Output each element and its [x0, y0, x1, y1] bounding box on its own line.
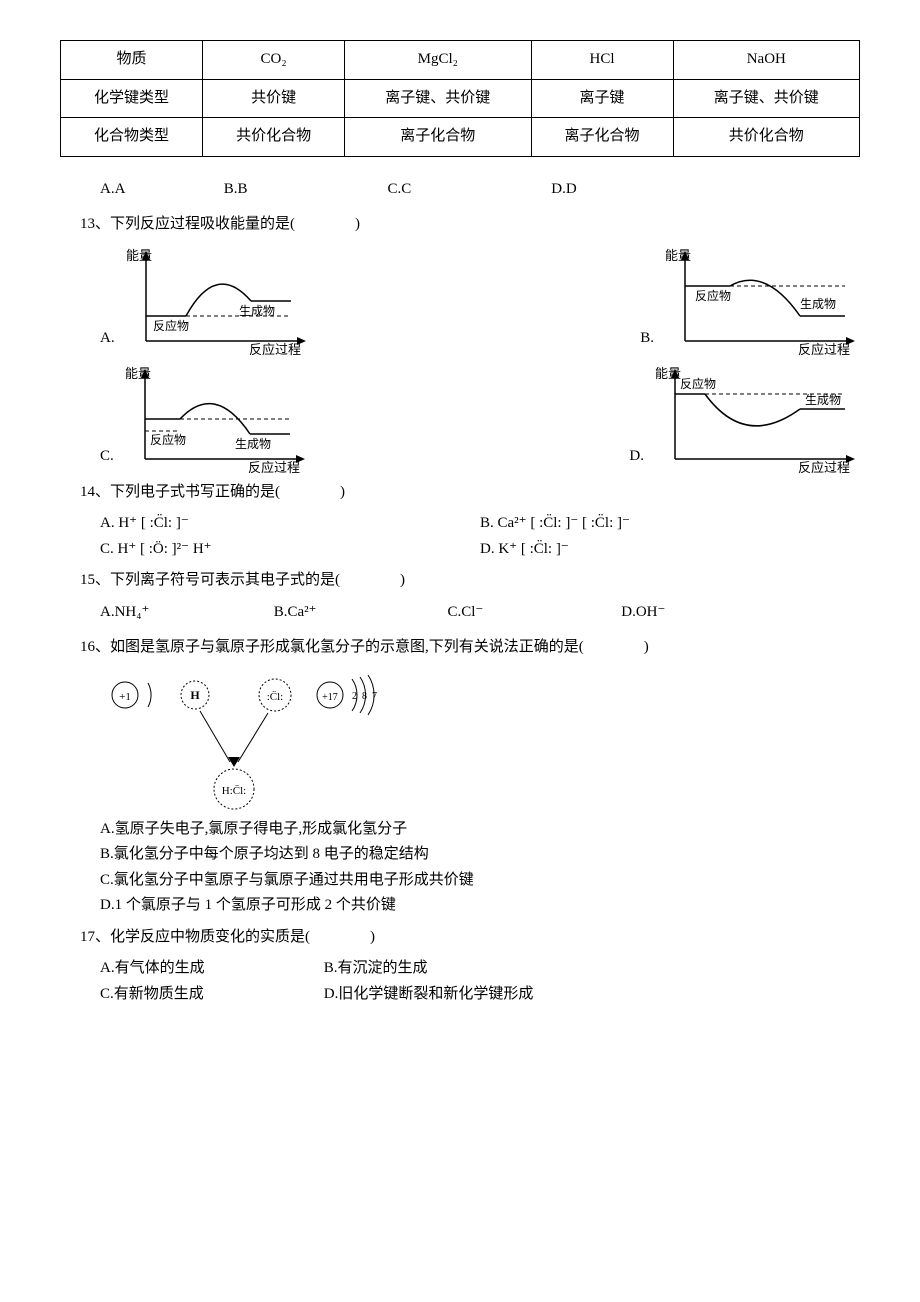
svg-text:H:C̈l:: H:C̈l: — [222, 784, 246, 796]
diagram-a: A. 能量 反应过程 反应物 生成物 — [100, 246, 311, 356]
table-cell: 离子键、共价键 — [345, 79, 531, 118]
diagram-c: C. 能量 反应过程 反应物 生成物 — [100, 364, 310, 474]
option-d: D.D — [551, 177, 576, 203]
option-a: A.A — [100, 177, 220, 203]
diagram-d: D. 能量 反应过程 反应物 生成物 — [629, 364, 860, 474]
table-row: 化合物类型 共价化合物 离子化合物 离子化合物 共价化合物 — [61, 118, 860, 157]
table-cell: 物质 — [61, 41, 203, 80]
q16-option-b: B.氯化氢分子中每个原子均达到 8 电子的稳定结构 — [100, 842, 860, 868]
svg-text:2: 2 — [352, 691, 357, 702]
table-cell: 离子键、共价键 — [673, 79, 859, 118]
q13-text: 13、下列反应过程吸收能量的是( ) — [80, 212, 860, 238]
formula-b: Ca²⁺ [ :C̈l: ]⁻ [ :C̈l: ]⁻ — [498, 515, 630, 531]
q17-row-2: C.有新物质生成 D.旧化学键断裂和新化学键形成 — [100, 982, 860, 1008]
table-row: 化学键类型 共价键 离子键、共价键 离子键 离子键、共价键 — [61, 79, 860, 118]
svg-text:生成物: 生成物 — [800, 297, 836, 311]
svg-text:反应物: 反应物 — [680, 376, 716, 391]
table-cell: 化学键类型 — [61, 79, 203, 118]
formula-c: H⁺ [ :Ö: ]²⁻ H⁺ — [118, 541, 212, 557]
svg-text:能量: 能量 — [125, 366, 151, 381]
option-b: B.Ca²⁺ — [274, 600, 444, 626]
energy-diagram-a-icon: 能量 反应过程 反应物 生成物 — [121, 246, 311, 356]
table-cell: 离子化合物 — [531, 118, 673, 157]
svg-text:7: 7 — [372, 691, 377, 702]
option-b: B.有沉淀的生成 — [324, 960, 428, 976]
svg-text:反应过程: 反应过程 — [798, 342, 850, 356]
svg-text:生成物: 生成物 — [235, 437, 271, 451]
label-d: D. — [629, 444, 644, 470]
svg-text:+17: +17 — [322, 692, 338, 703]
svg-text:反应物: 反应物 — [695, 288, 731, 303]
q16-option-c: C.氯化氢分子中氢原子与氯原子通过共用电子形成共价键 — [100, 868, 860, 894]
svg-text:能量: 能量 — [655, 366, 681, 381]
label-d: D. — [480, 541, 495, 557]
table-cell: 共价化合物 — [673, 118, 859, 157]
formula-d: K⁺ [ :C̈l: ]⁻ — [498, 541, 568, 557]
option-c: C.有新物质生成 — [100, 982, 320, 1008]
option-a: A.有气体的生成 — [100, 956, 320, 982]
label-c: C. — [100, 444, 114, 470]
svg-text:能量: 能量 — [665, 248, 691, 263]
q17-row-1: A.有气体的生成 B.有沉淀的生成 — [100, 956, 860, 982]
energy-diagram-b-icon: 能量 反应过程 反应物 生成物 — [660, 246, 860, 356]
q14-text: 14、下列电子式书写正确的是( ) — [80, 480, 860, 506]
table-cell: 化合物类型 — [61, 118, 203, 157]
q13-row-2: C. 能量 反应过程 反应物 生成物 D. 能量 反应过程 反应物 — [100, 364, 860, 474]
option-a: A.NH₄⁺ — [100, 600, 270, 626]
option-b: B.B — [224, 177, 384, 203]
svg-text:H: H — [190, 688, 200, 702]
option-c: C.Cl⁻ — [448, 600, 618, 626]
diagram-b: B. 能量 反应过程 反应物 生成物 — [640, 246, 860, 356]
q13-row-1: A. 能量 反应过程 反应物 生成物 B. 能量 反应过程 反应物 — [100, 246, 860, 356]
energy-diagram-d-icon: 能量 反应过程 反应物 生成物 — [650, 364, 860, 474]
table-cell: CO₂ — [203, 41, 345, 80]
label-c: C. — [100, 541, 114, 557]
q12-options: A.A B.B C.C D.D — [100, 177, 860, 203]
table-cell: HCl — [531, 41, 673, 80]
svg-text::C̈l:: :C̈l: — [267, 690, 284, 702]
svg-text:反应物: 反应物 — [150, 432, 186, 447]
q16-option-d: D.1 个氯原子与 1 个氢原子可形成 2 个共价键 — [100, 893, 860, 919]
table-cell: 共价化合物 — [203, 118, 345, 157]
label-a: A. — [100, 515, 115, 531]
svg-text:反应过程: 反应过程 — [248, 460, 300, 474]
svg-text:能量: 能量 — [126, 248, 152, 263]
svg-text:生成物: 生成物 — [805, 393, 841, 407]
svg-text:反应物: 反应物 — [153, 318, 189, 333]
svg-text:反应过程: 反应过程 — [798, 460, 850, 474]
label-a: A. — [100, 326, 115, 352]
q16-diagram: +1 H :C̈l: +17 2 8 7 H:C̈l: — [100, 667, 860, 817]
label-b: B. — [480, 515, 494, 531]
q17-text: 17、化学反应中物质变化的实质是( ) — [80, 925, 860, 951]
formula-a: H⁺ [ :C̈l: ]⁻ — [118, 515, 188, 531]
q16-option-a: A.氢原子失电子,氯原子得电子,形成氯化氢分子 — [100, 817, 860, 843]
q14-row-2: C. H⁺ [ :Ö: ]²⁻ H⁺ D. K⁺ [ :C̈l: ]⁻ — [100, 537, 860, 563]
svg-text:+1: +1 — [119, 691, 131, 703]
q16-text: 16、如图是氢原子与氯原子形成氯化氢分子的示意图,下列有关说法正确的是( ) — [80, 635, 860, 661]
table-cell: 离子键 — [531, 79, 673, 118]
table-cell: 离子化合物 — [345, 118, 531, 157]
svg-text:8: 8 — [362, 691, 367, 702]
label-b: B. — [640, 326, 654, 352]
q15-text: 15、下列离子符号可表示其电子式的是( ) — [80, 568, 860, 594]
q14-row-1: A. H⁺ [ :C̈l: ]⁻ B. Ca²⁺ [ :C̈l: ]⁻ [ :C… — [100, 511, 860, 537]
hcl-formation-icon: +1 H :C̈l: +17 2 8 7 H:C̈l: — [100, 667, 420, 817]
option-d: D.旧化学键断裂和新化学键形成 — [324, 986, 534, 1002]
svg-text:反应过程: 反应过程 — [249, 342, 301, 356]
table-cell: MgCl₂ — [345, 41, 531, 80]
q15-options: A.NH₄⁺ B.Ca²⁺ C.Cl⁻ D.OH⁻ — [100, 600, 860, 626]
table-row: 物质 CO₂ MgCl₂ HCl NaOH — [61, 41, 860, 80]
substance-table: 物质 CO₂ MgCl₂ HCl NaOH 化学键类型 共价键 离子键、共价键 … — [60, 40, 860, 157]
table-cell: NaOH — [673, 41, 859, 80]
option-d: D.OH⁻ — [621, 600, 665, 626]
energy-diagram-c-icon: 能量 反应过程 反应物 生成物 — [120, 364, 310, 474]
option-c: C.C — [388, 177, 548, 203]
table-cell: 共价键 — [203, 79, 345, 118]
